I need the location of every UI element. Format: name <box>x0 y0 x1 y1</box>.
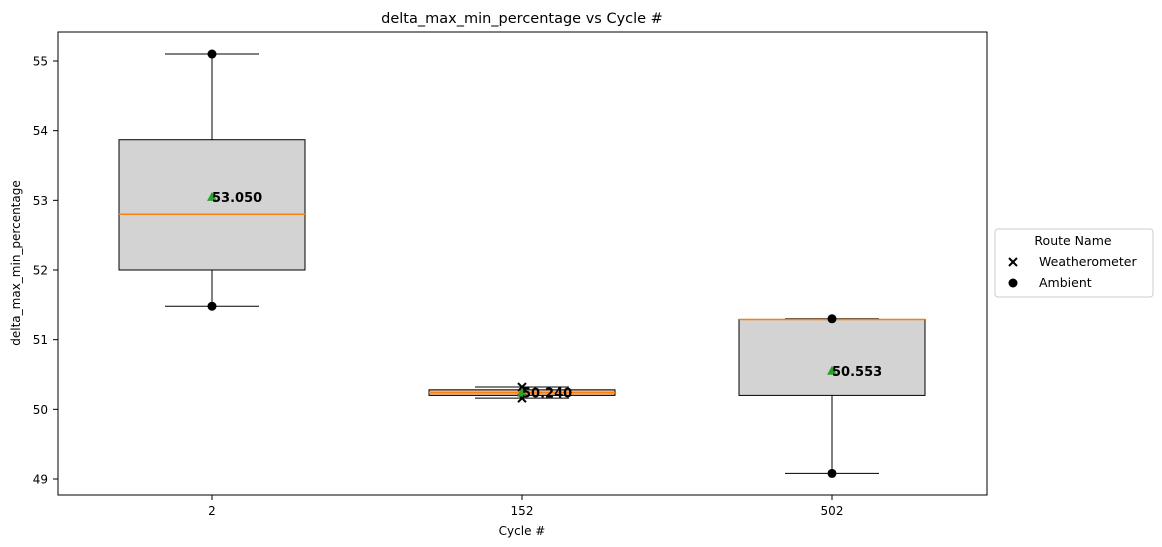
mean-marker <box>207 191 217 201</box>
legend-weatherometer-icon <box>1008 257 1018 267</box>
y-tick-label: 49 <box>33 473 48 487</box>
y-axis: 49 50 51 52 53 54 55 <box>33 55 58 487</box>
point-weatherometer <box>517 382 527 392</box>
legend-entry-ambient: Ambient <box>1039 275 1092 290</box>
x-axis-label: Cycle # <box>499 524 546 538</box>
x-tick-label: 152 <box>511 504 534 518</box>
chart-title: delta_max_min_percentage vs Cycle # <box>381 11 663 27</box>
legend-title: Route Name <box>1034 233 1111 248</box>
plot-layer: 53.050 50.240 50.553 <box>118 49 926 478</box>
point-x-stroke <box>517 382 527 392</box>
y-tick-label: 53 <box>33 194 48 208</box>
box-body <box>118 139 306 271</box>
mean-label: 53.050 <box>212 191 262 206</box>
y-tick-label: 54 <box>33 124 48 138</box>
point-ambient <box>827 314 837 324</box>
mean-marker <box>517 387 527 397</box>
box-502 <box>738 318 926 474</box>
legend-ambient-icon <box>1008 278 1018 288</box>
mean-marker <box>827 365 837 375</box>
y-tick-label: 50 <box>33 403 48 417</box>
legend-frame <box>994 228 1154 298</box>
x-axis: 2 152 502 <box>208 495 843 518</box>
x-tick-label: 2 <box>208 504 216 518</box>
y-tick-label: 55 <box>33 55 48 69</box>
point-ambient <box>207 301 217 311</box>
mean-label: 50.553 <box>832 365 882 380</box>
y-axis-label: delta_max_min_percentage <box>9 180 23 345</box>
point-ambient <box>207 49 217 59</box>
legend-entry-weatherometer: Weatherometer <box>1039 254 1137 269</box>
box-body <box>738 318 926 396</box>
point-ambient <box>827 468 837 478</box>
y-tick-label: 52 <box>33 264 48 278</box>
box-2 <box>118 53 306 307</box>
mean-label: 50.240 <box>522 387 572 402</box>
y-tick-label: 51 <box>33 333 48 347</box>
x-tick-label: 502 <box>821 504 844 518</box>
legend: Route Name Weatherometer Ambient <box>994 228 1154 298</box>
